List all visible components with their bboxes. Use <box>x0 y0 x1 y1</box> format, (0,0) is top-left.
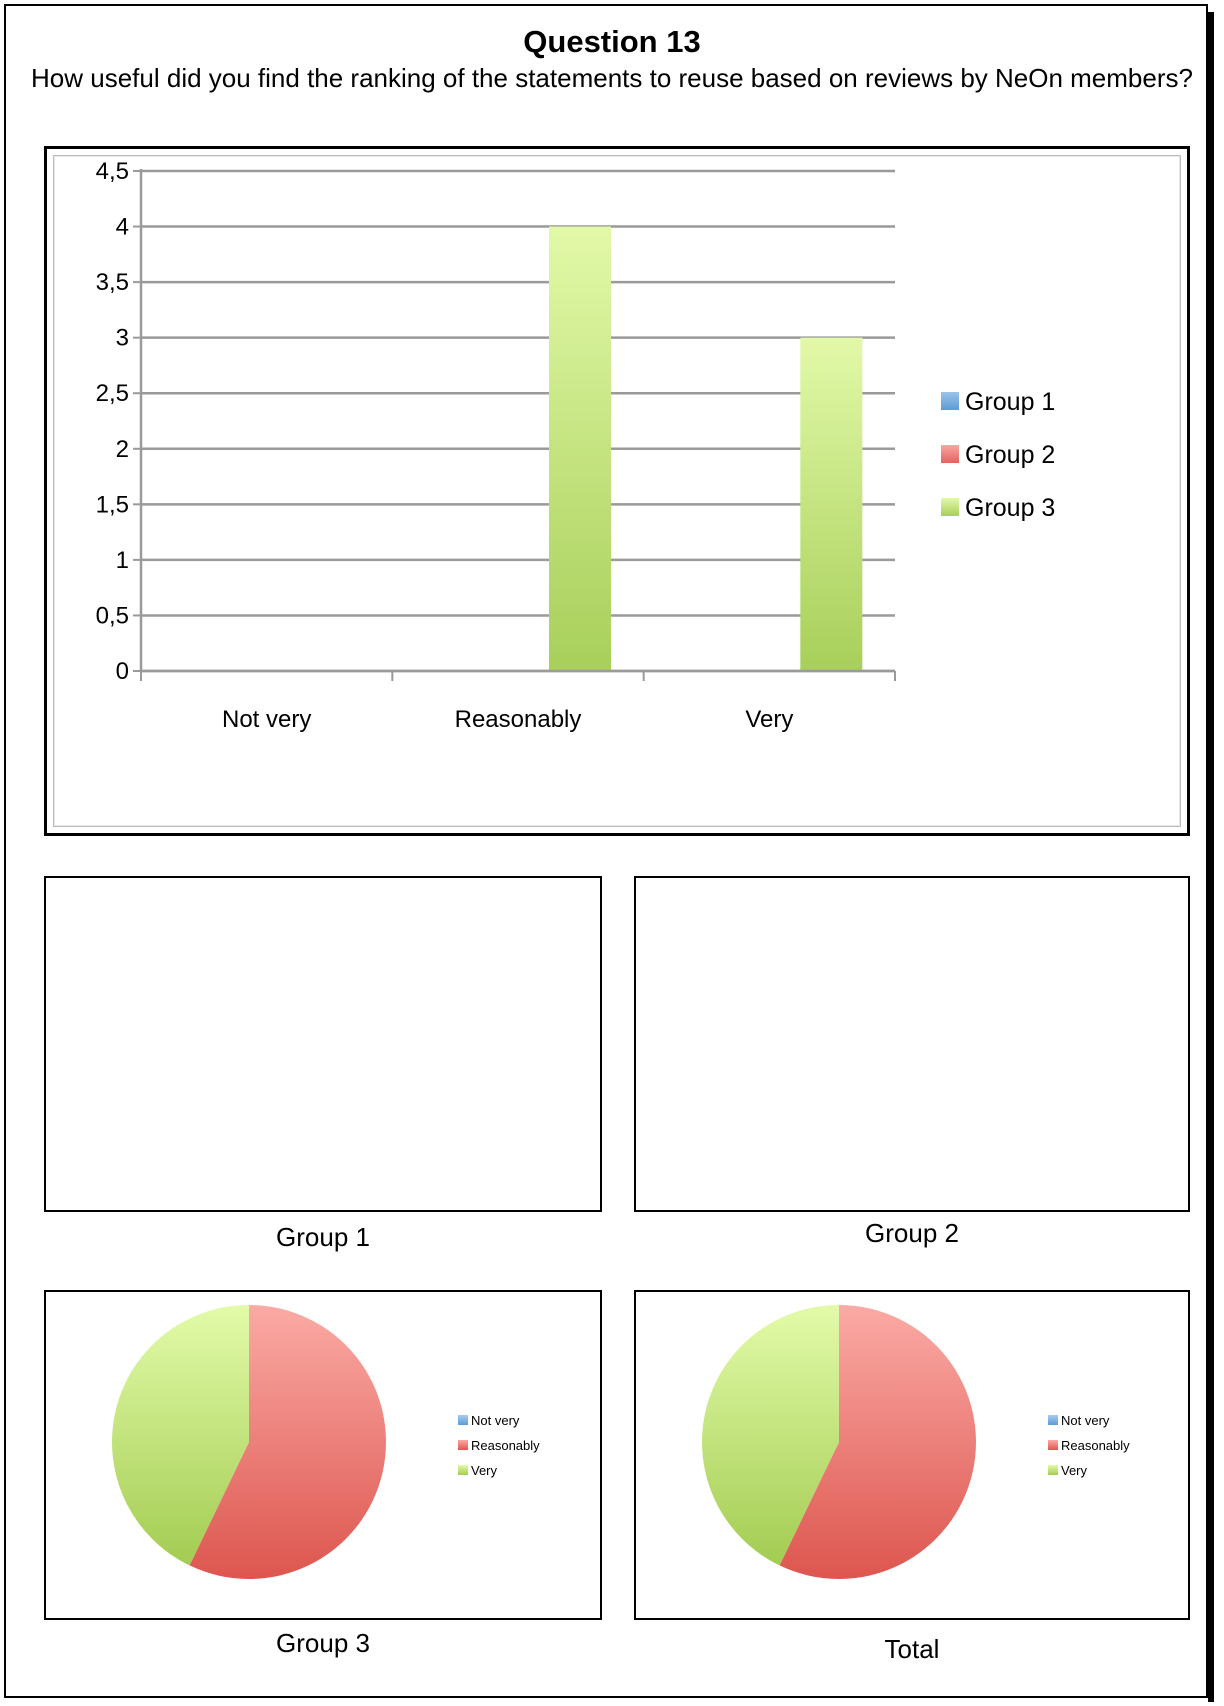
legend-label: Group 2 <box>965 441 1055 469</box>
x-tick-label: Very <box>745 706 793 733</box>
pie-slice-very <box>111 1305 249 1566</box>
pie-panel-group3: Not very Reasonably Very <box>44 1290 602 1620</box>
pie-legend-label: Very <box>1061 1463 1088 1478</box>
y-tick-label: 4,5 <box>96 158 129 185</box>
bar-group3-reasonably <box>549 226 611 672</box>
pie-slice-very <box>702 1305 839 1566</box>
pie-chart-group3: Not very Reasonably Very <box>111 1305 540 1579</box>
bar-chart-plot-frame <box>53 155 1181 827</box>
pie-legend-swatch <box>458 1415 468 1425</box>
legend-label: Group 3 <box>965 494 1055 522</box>
x-tick-label: Not very <box>222 706 311 733</box>
pie-caption-total: Total <box>884 1634 940 1664</box>
legend-swatch <box>941 445 959 463</box>
pie-legend-swatch <box>1048 1465 1058 1475</box>
pie-panel-total: Not very Reasonably Very <box>634 1290 1190 1620</box>
page-subtitle: How useful did you find the ranking of t… <box>31 63 1193 93</box>
bar-chart-panel <box>44 146 1190 836</box>
bar-group3-very <box>800 337 863 671</box>
legend-swatch <box>941 392 959 410</box>
pie-caption-group2: Group 2 <box>865 1218 959 1248</box>
y-tick-label: 0 <box>116 658 129 685</box>
pie-legend-swatch <box>1048 1440 1058 1450</box>
pie-slice-reasonably <box>189 1305 386 1579</box>
x-tick-label: Reasonably <box>455 706 582 733</box>
pie-panel-group1 <box>44 876 602 1212</box>
y-tick-label: 2,5 <box>96 380 129 407</box>
y-tick-label: 0,5 <box>96 602 129 629</box>
pie-panel-group2 <box>634 876 1190 1212</box>
y-tick-label: 3,5 <box>96 269 129 296</box>
pie-legend-label: Not very <box>1061 1413 1110 1428</box>
legend-swatch <box>941 498 959 516</box>
pie-legend-swatch <box>458 1440 468 1450</box>
y-tick-label: 1 <box>116 547 129 574</box>
pie-legend-label: Reasonably <box>1061 1438 1130 1453</box>
y-tick-label: 1,5 <box>96 491 129 518</box>
pie-legend-swatch <box>1048 1415 1058 1425</box>
pie-legend-swatch <box>458 1465 468 1475</box>
y-tick-label: 4 <box>116 214 129 241</box>
y-tick-label: 2 <box>116 436 129 463</box>
pie-caption-group3: Group 3 <box>276 1628 370 1658</box>
pie-chart-total: Not very Reasonably Very <box>702 1305 1130 1579</box>
pie-caption-group1: Group 1 <box>276 1222 370 1252</box>
page-title: Question 13 <box>523 24 701 59</box>
page-frame <box>4 4 1214 1702</box>
pie-slice-reasonably <box>779 1305 976 1579</box>
legend-label: Group 1 <box>965 388 1055 416</box>
y-tick-label: 3 <box>116 325 129 352</box>
pie-legend-label: Not very <box>471 1413 520 1428</box>
pie-legend-label: Reasonably <box>471 1438 540 1453</box>
pie-legend-label: Very <box>471 1463 498 1478</box>
bar-chart: 0 0,5 1 1,5 2 2,5 3 3,5 4 4,5 Not very Reasonably Ve… <box>96 158 1056 733</box>
